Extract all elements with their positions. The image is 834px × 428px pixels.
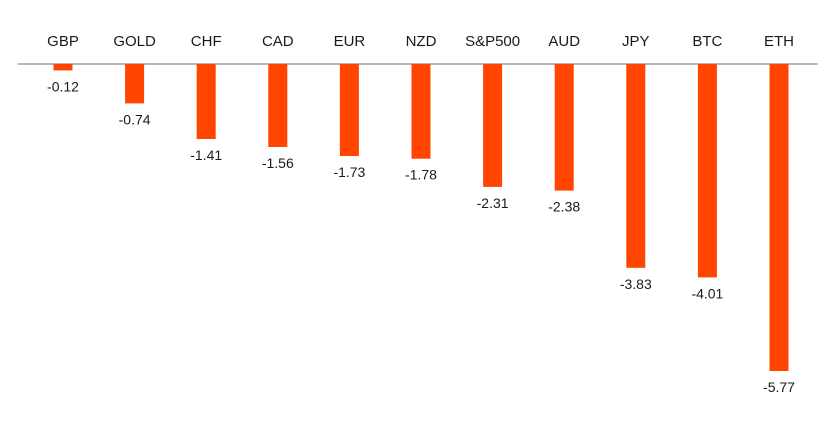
value-label: -3.83 (620, 276, 652, 292)
value-label: -2.31 (477, 195, 509, 211)
bar-jpy (626, 64, 646, 268)
bar-eth (769, 64, 789, 371)
category-label: EUR (334, 33, 366, 50)
value-label: -1.73 (333, 164, 365, 180)
category-label: NZD (406, 33, 437, 50)
category-label: S&P500 (465, 33, 520, 50)
value-label: -0.74 (119, 111, 151, 127)
bar-cad (268, 64, 288, 147)
category-label: AUD (548, 33, 580, 50)
bar-aud (554, 64, 574, 191)
bar-nzd (411, 64, 431, 159)
category-label: GOLD (113, 33, 156, 50)
value-label: -4.01 (691, 285, 723, 301)
value-labels-group: -0.12 -0.74 -1.41 -1.56 -1.73 -1.78 -2.31 -2.38… (47, 78, 795, 395)
bar-gbp (53, 64, 73, 71)
bar-sp500 (483, 64, 503, 187)
value-label: -1.78 (405, 167, 437, 183)
bar-chf (196, 64, 216, 139)
value-label: -1.41 (190, 147, 222, 163)
category-label: GBP (47, 33, 79, 50)
category-label: CAD (262, 33, 294, 50)
bar-gold (125, 64, 145, 104)
category-label: BTC (692, 33, 722, 50)
value-label: -5.77 (763, 379, 795, 395)
category-label: JPY (622, 33, 650, 50)
category-label: ETH (764, 33, 794, 50)
bar-eur (339, 64, 359, 156)
bars-group (53, 64, 789, 371)
category-labels-group: GBP GOLD CHF CAD EUR NZD S&P500 AUD JPY BTC ETH (47, 33, 794, 50)
value-label: -1.56 (262, 155, 294, 171)
category-label: CHF (191, 33, 222, 50)
value-label: -2.38 (548, 199, 580, 215)
bar-btc (697, 64, 717, 278)
value-label: -0.12 (47, 78, 79, 94)
